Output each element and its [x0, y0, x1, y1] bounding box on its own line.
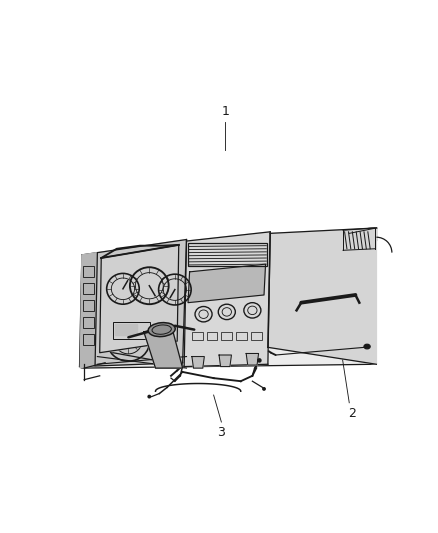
Bar [83, 284, 94, 294]
Bar [83, 317, 94, 328]
Polygon shape [87, 228, 376, 266]
Bar [192, 332, 203, 340]
Bar [188, 244, 267, 266]
Polygon shape [192, 357, 204, 368]
Ellipse shape [257, 358, 261, 363]
Polygon shape [100, 245, 179, 353]
Polygon shape [268, 228, 376, 364]
Bar [251, 332, 261, 340]
Bar [221, 332, 232, 340]
Polygon shape [80, 239, 187, 367]
Bar [236, 332, 247, 340]
Polygon shape [188, 264, 265, 303]
Polygon shape [219, 355, 231, 367]
Ellipse shape [147, 394, 151, 399]
Text: 2: 2 [348, 407, 356, 419]
Bar [113, 322, 150, 339]
Polygon shape [184, 232, 270, 367]
Ellipse shape [177, 361, 183, 367]
Bar [83, 266, 94, 277]
Text: 1: 1 [221, 105, 229, 118]
Bar [83, 334, 94, 345]
Text: 3: 3 [217, 426, 225, 439]
Bar [83, 301, 94, 311]
Polygon shape [144, 324, 183, 368]
Polygon shape [246, 353, 258, 365]
Bar [207, 332, 218, 340]
Ellipse shape [364, 344, 370, 349]
Polygon shape [82, 228, 376, 368]
Ellipse shape [262, 387, 266, 391]
Bar [115, 324, 137, 335]
Ellipse shape [148, 322, 175, 337]
Polygon shape [80, 253, 97, 368]
